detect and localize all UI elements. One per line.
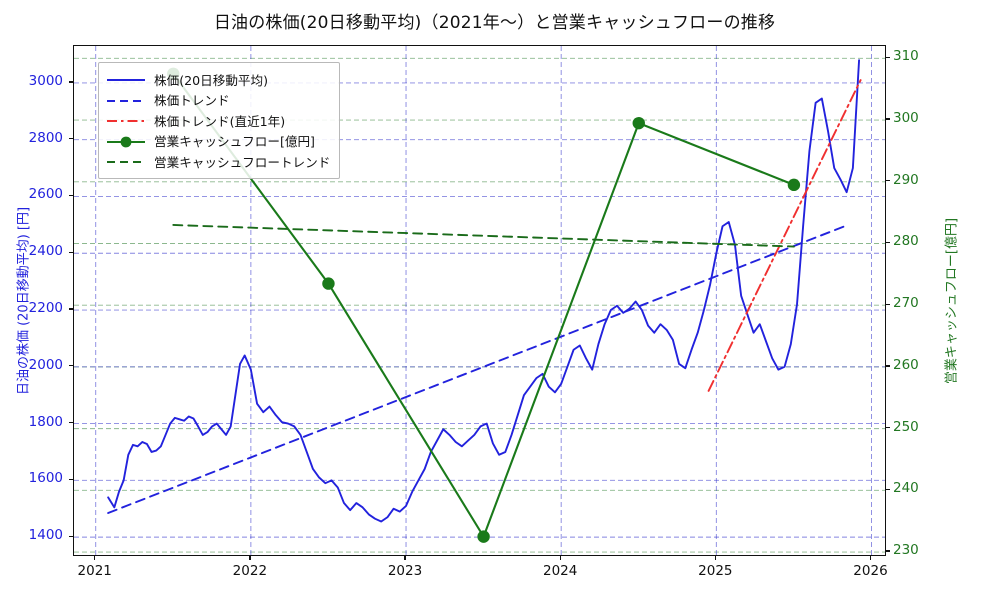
y-tick-mark-right <box>886 550 890 552</box>
x-tick-label: 2021 <box>77 563 112 579</box>
x-tick-mark <box>869 556 872 560</box>
x-tick-mark <box>714 556 717 560</box>
y-tick-mark-left <box>69 535 73 537</box>
y-tick-mark-right <box>886 488 890 491</box>
y-tick-mark-left <box>69 308 73 310</box>
y-tick-mark-right <box>886 56 890 59</box>
x-tick-label: 2022 <box>232 563 268 579</box>
x-tick-mark <box>94 556 96 560</box>
y-tick-label-right: 310 <box>893 48 919 65</box>
x-tick-mark <box>404 556 406 560</box>
y-tick-label-left: 1600 <box>28 470 63 487</box>
y-tick-mark-left <box>69 194 73 197</box>
x-tick-label: 2024 <box>542 563 578 579</box>
y-tick-label-right: 300 <box>893 110 919 127</box>
chart-legend: 株価(20日移動平均) 株価トレンド株価トレンド(直近1年) 営業キャッシュフロー[… <box>98 62 341 179</box>
y-tick-label-right: 260 <box>893 356 919 373</box>
y-tick-mark-left <box>69 251 73 253</box>
y-axis-label-right: 営業キャッシュフロー[億円] <box>944 217 960 384</box>
legend-swatch <box>106 72 146 86</box>
y-tick-label-left: 2000 <box>28 356 63 373</box>
data-series <box>107 59 862 543</box>
y-tick-label-left: 2600 <box>28 186 63 203</box>
legend-label: 営業キャッシュフロートレンド <box>154 154 331 170</box>
legend-label: 株価トレンド(直近1年) <box>154 113 286 129</box>
x-tick-mark <box>559 556 561 560</box>
legend-item[interactable]: 株価(20日移動平均) <box>106 69 330 90</box>
y-tick-label-left: 2800 <box>28 129 63 146</box>
y-tick-label-right: 250 <box>893 418 919 435</box>
y-tick-mark-left <box>69 421 73 424</box>
y-tick-mark-left <box>69 138 73 140</box>
legend-swatch <box>106 93 146 107</box>
y-tick-mark-left <box>69 365 73 367</box>
legend-item[interactable]: 営業キャッシュフロー[億円] <box>106 131 330 152</box>
y-tick-label-left: 2200 <box>28 300 63 317</box>
y-tick-label-right: 240 <box>893 480 919 497</box>
y-tick-label-right: 230 <box>893 542 919 559</box>
gridlines <box>74 46 885 555</box>
y-tick-label-left: 1400 <box>28 527 63 544</box>
legend-swatch <box>106 154 146 168</box>
legend-item[interactable]: 営業キャッシュフロートレンド <box>106 151 330 172</box>
y-axis-label-left: 日油の株価 (20日移動平均) [円] <box>16 206 32 395</box>
y-tick-label-left: 1800 <box>28 413 63 430</box>
y-tick-mark-right <box>886 241 890 244</box>
y-tick-label-right: 270 <box>893 295 919 312</box>
legend-swatch <box>106 134 146 148</box>
y-tick-mark-right <box>886 180 890 182</box>
legend-label: 株価トレンド <box>154 93 230 109</box>
x-tick-label: 2026 <box>853 563 888 579</box>
y-tick-label-left: 2400 <box>28 243 63 260</box>
x-tick-label: 2023 <box>387 563 423 579</box>
legend-swatch <box>106 113 146 127</box>
y-tick-label-left: 3000 <box>28 72 63 89</box>
y-tick-mark-right <box>886 365 890 367</box>
legend-item[interactable]: 株価トレンド <box>106 90 330 111</box>
y-tick-mark-right <box>886 303 890 305</box>
legend-item[interactable]: 株価トレンド(直近1年) <box>106 110 330 131</box>
plot-area: 株価(20日移動平均) 株価トレンド株価トレンド(直近1年) 営業キャッシュフロー[… <box>73 45 886 556</box>
y-tick-mark-left <box>69 81 73 83</box>
legend-label: 株価(20日移動平均) <box>154 72 269 88</box>
plot-svg <box>74 46 885 555</box>
y-tick-mark-left <box>69 478 73 481</box>
y-tick-label-right: 290 <box>893 171 919 188</box>
x-tick-label: 2025 <box>698 563 733 579</box>
y-tick-mark-right <box>886 427 890 429</box>
y-tick-label-right: 280 <box>893 233 919 250</box>
legend-label: 営業キャッシュフロー[億円] <box>154 134 315 150</box>
y-tick-mark-right <box>886 118 890 120</box>
chart-title: 日油の株価(20日移動平均)（2021年〜）と営業キャッシュフローの推移 <box>213 13 776 33</box>
x-tick-mark <box>249 556 251 560</box>
